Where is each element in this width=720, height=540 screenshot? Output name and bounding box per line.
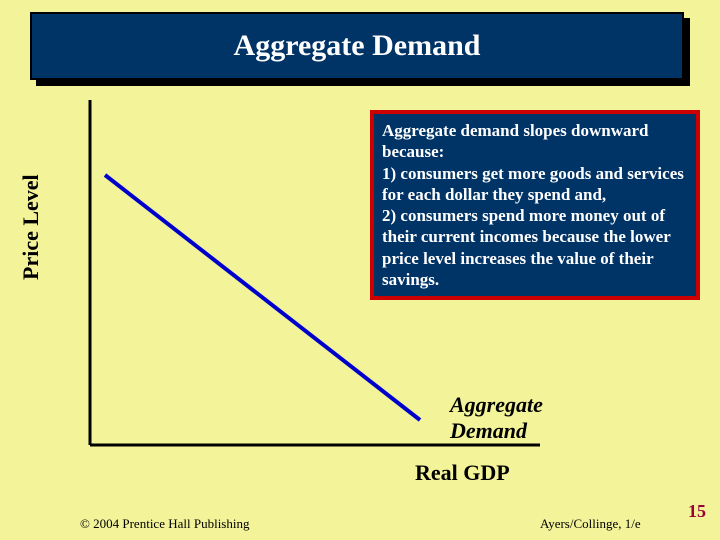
copyright-text: © 2004 Prentice Hall Publishing	[80, 516, 249, 532]
title-bar: Aggregate Demand	[30, 12, 684, 80]
authors-text: Ayers/Collinge, 1/e	[540, 516, 641, 532]
callout-text: Aggregate demand slopes downward because…	[374, 114, 696, 296]
callout-box: Aggregate demand slopes downward because…	[370, 110, 700, 300]
y-axis-label: Price Level	[18, 174, 44, 280]
curve-label: AggregateDemand	[450, 392, 543, 444]
x-axis-label: Real GDP	[415, 460, 510, 486]
slide-number: 15	[688, 501, 706, 522]
slide-title: Aggregate Demand	[234, 29, 481, 63]
